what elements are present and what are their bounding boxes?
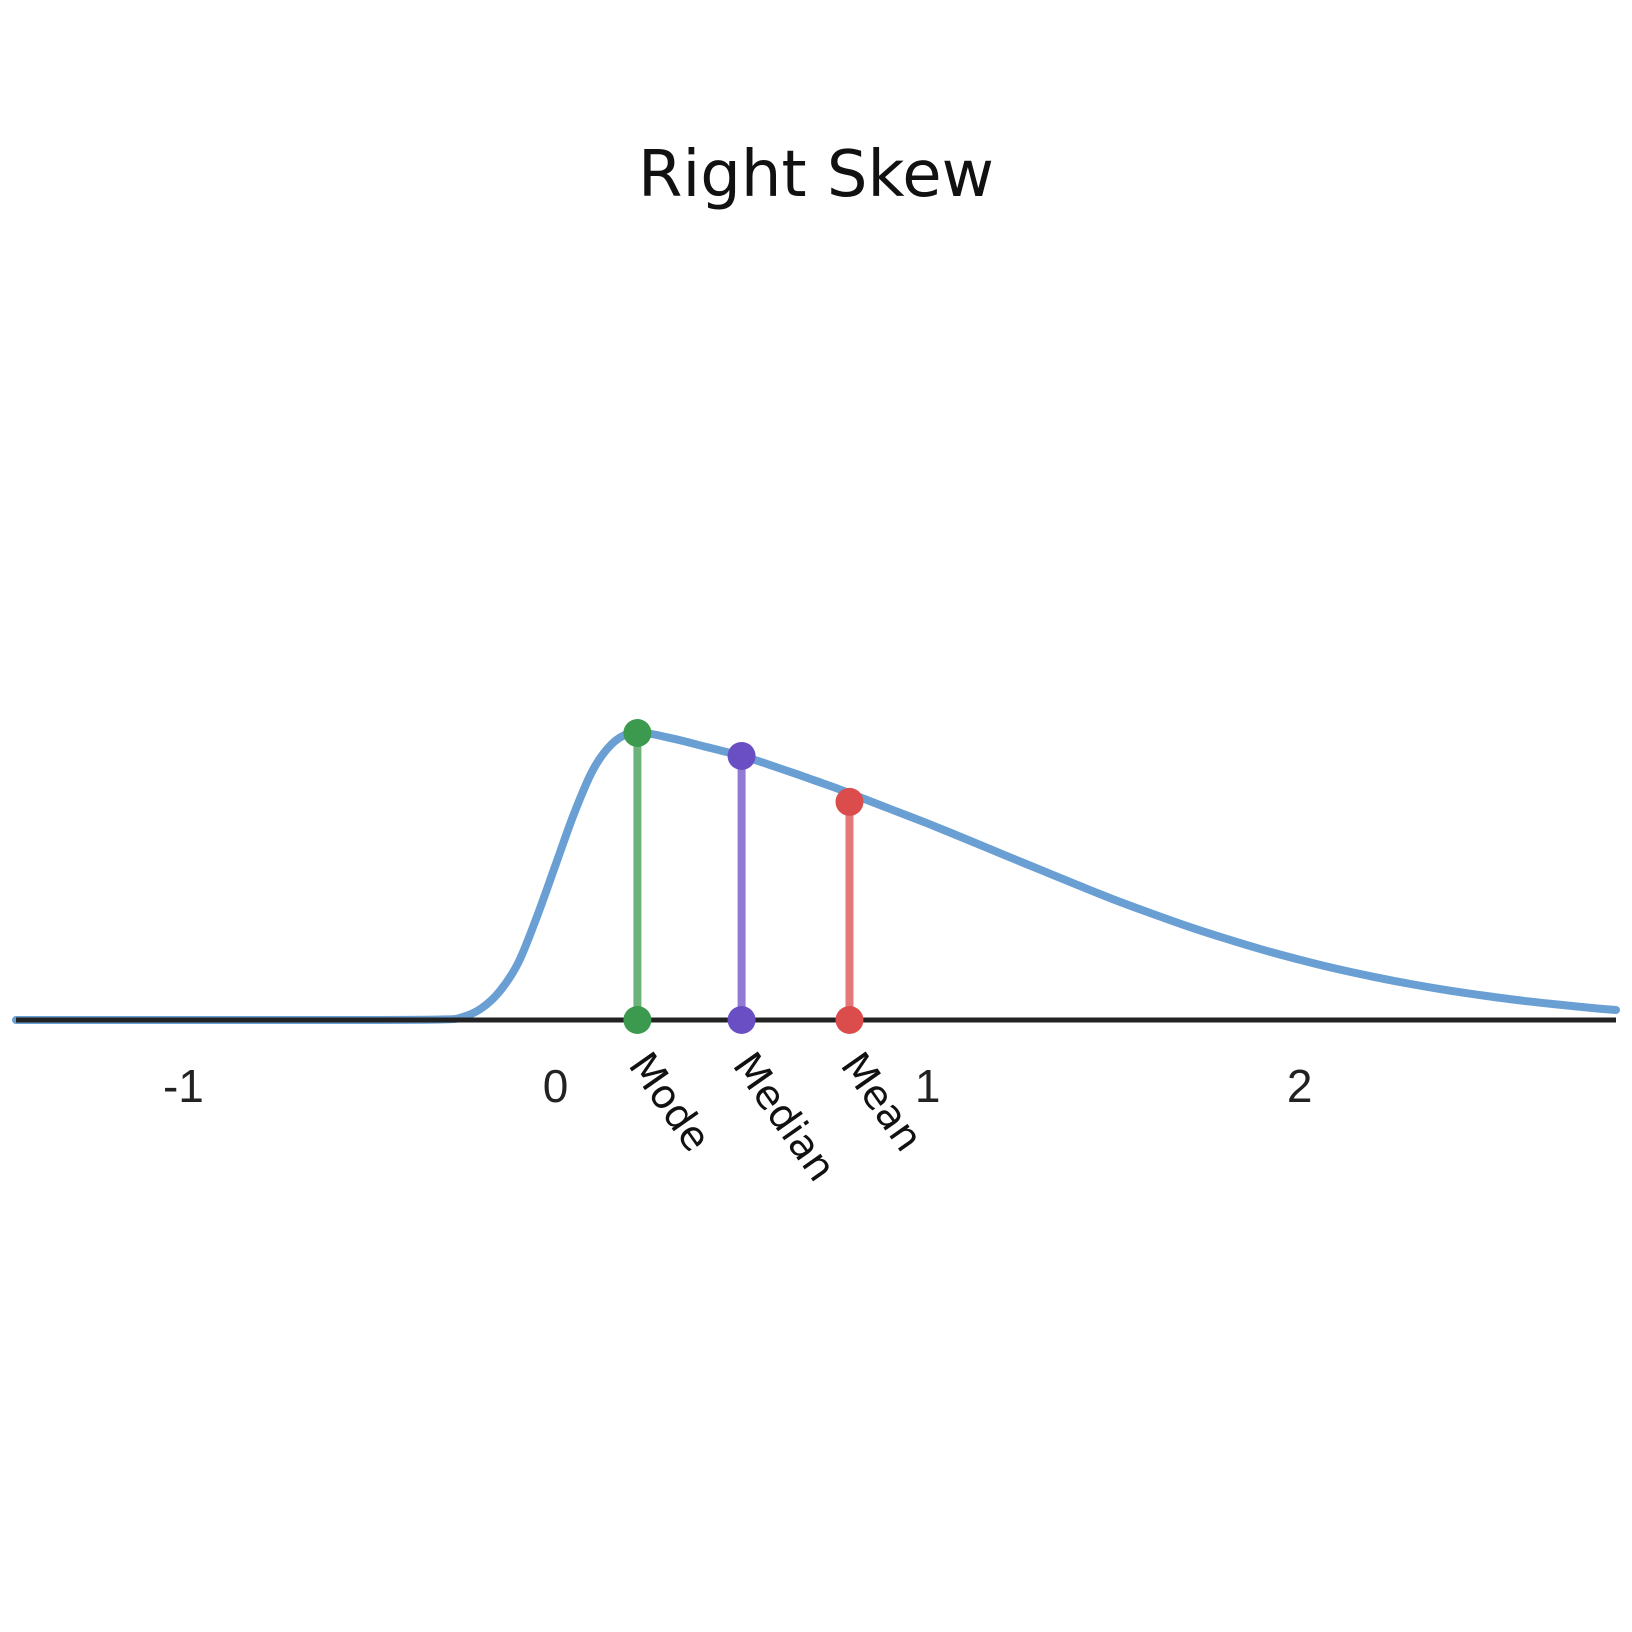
curve-layer: [12, 728, 1620, 1025]
x-tick-label: 0: [543, 1060, 569, 1112]
mode-curve-point: [623, 719, 652, 747]
median-base-point: [727, 1006, 756, 1034]
x-tick-label: 1: [915, 1060, 941, 1112]
mode-label: Mode: [619, 1044, 719, 1160]
x-tick-label: -1: [163, 1060, 204, 1112]
x-tick-label: 2: [1287, 1060, 1313, 1112]
mode-base-point: [623, 1006, 652, 1034]
mean-curve-point: [835, 787, 864, 816]
mean-base-point: [835, 1006, 864, 1034]
marker-layer: [623, 719, 864, 1034]
median-curve-point: [727, 741, 756, 770]
chart-title: Right Skew: [638, 138, 994, 212]
distribution-curve: [12, 728, 1620, 1025]
median-label: Median: [723, 1044, 844, 1190]
x-tick-labels: -1 0 1 2: [163, 1060, 1313, 1112]
